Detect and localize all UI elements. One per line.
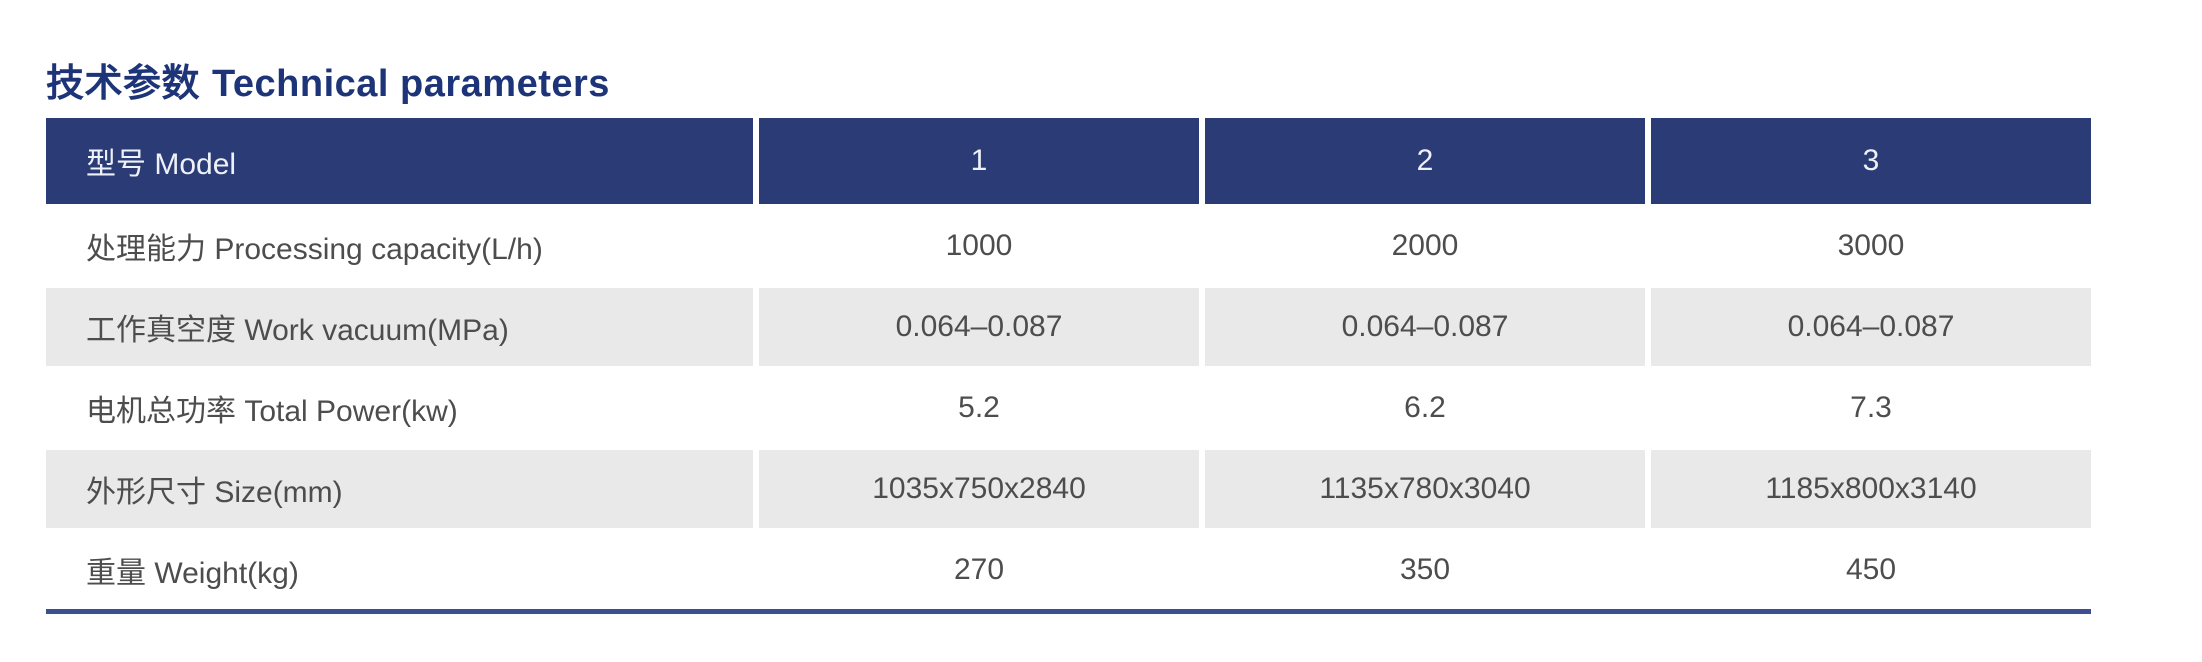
cell-processing-capacity-3: 3000 bbox=[1651, 207, 2091, 285]
table-header-model-2: 2 bbox=[1205, 118, 1645, 204]
row-label-processing-capacity: 处理能力 Processing capacity(L/h) bbox=[46, 207, 753, 285]
table-bottom-rule bbox=[46, 609, 2091, 614]
cell-weight-3: 450 bbox=[1651, 531, 2091, 609]
cell-total-power-3: 7.3 bbox=[1651, 369, 2091, 447]
table-header-model-3: 3 bbox=[1651, 118, 2091, 204]
cell-processing-capacity-1: 1000 bbox=[759, 207, 1199, 285]
table-header-model-1: 1 bbox=[759, 118, 1199, 204]
cell-size-1: 1035x750x2840 bbox=[759, 450, 1199, 528]
cell-weight-2: 350 bbox=[1205, 531, 1645, 609]
cell-total-power-1: 5.2 bbox=[759, 369, 1199, 447]
table-header-model: 型号 Model bbox=[46, 118, 753, 204]
section-title-zh: 技术参数 bbox=[46, 63, 201, 105]
cell-size-2: 1135x780x3040 bbox=[1205, 450, 1645, 528]
row-label-total-power: 电机总功率 Total Power(kw) bbox=[46, 369, 753, 447]
cell-work-vacuum-1: 0.064–0.087 bbox=[759, 288, 1199, 366]
row-label-weight: 重量 Weight(kg) bbox=[46, 531, 753, 609]
row-label-work-vacuum: 工作真空度 Work vacuum(MPa) bbox=[46, 288, 753, 366]
cell-size-3: 1185x800x3140 bbox=[1651, 450, 2091, 528]
technical-parameters-table: 型号 Model 1 2 3 处理能力 Processing capacity(… bbox=[46, 118, 2091, 609]
section-title: 技术参数 Technical parameters bbox=[46, 52, 610, 107]
cell-work-vacuum-2: 0.064–0.087 bbox=[1205, 288, 1645, 366]
cell-processing-capacity-2: 2000 bbox=[1205, 207, 1645, 285]
section-title-en: Technical parameters bbox=[212, 63, 610, 105]
cell-weight-1: 270 bbox=[759, 531, 1199, 609]
row-label-size: 外形尺寸 Size(mm) bbox=[46, 450, 753, 528]
cell-work-vacuum-3: 0.064–0.087 bbox=[1651, 288, 2091, 366]
cell-total-power-2: 6.2 bbox=[1205, 369, 1645, 447]
